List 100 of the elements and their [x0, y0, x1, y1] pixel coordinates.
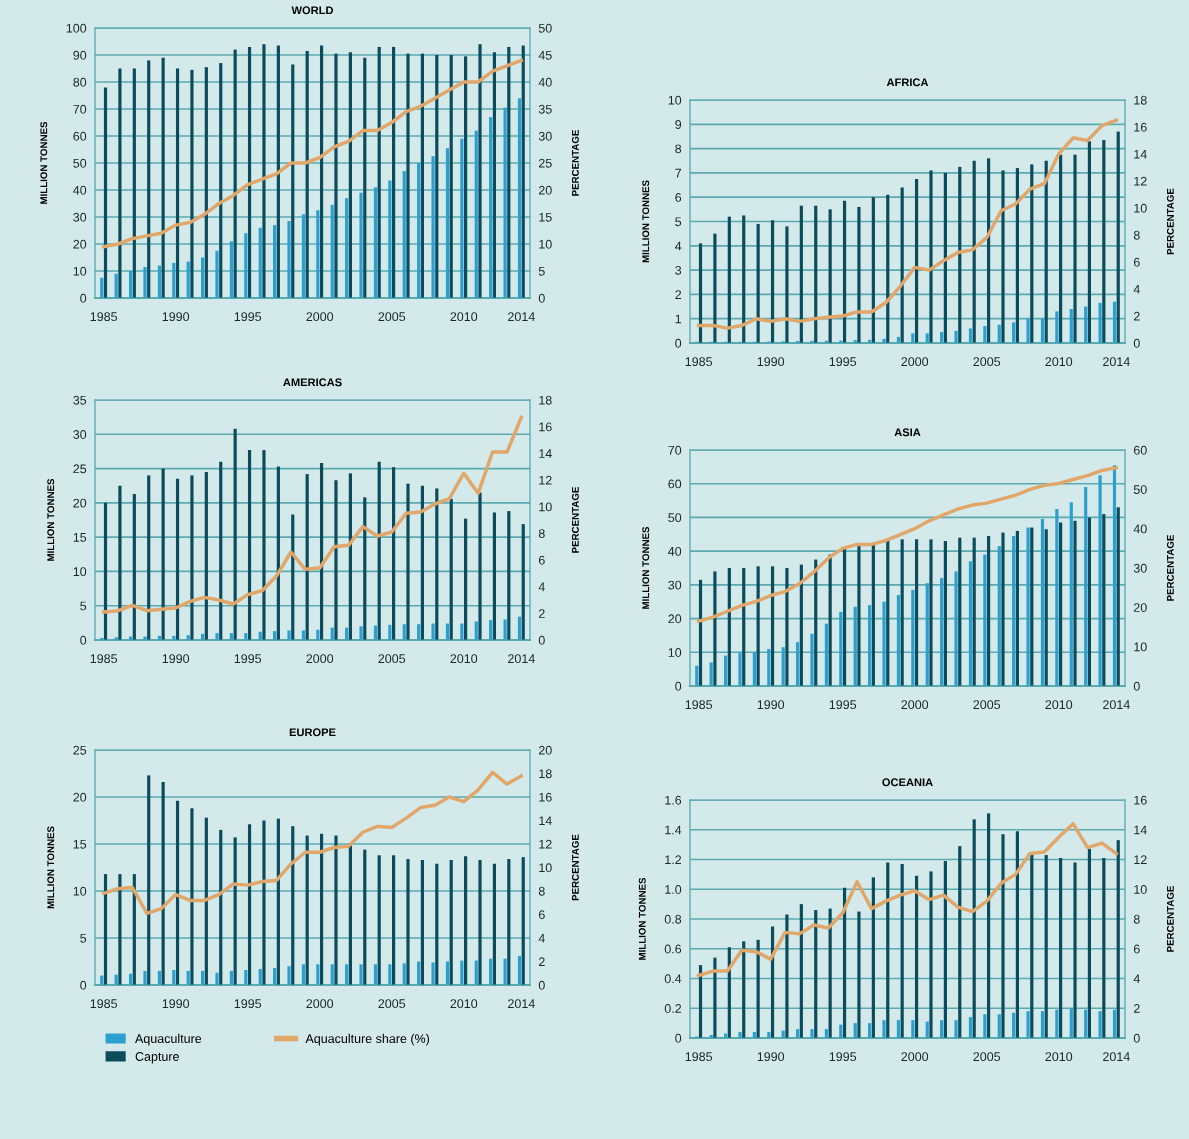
- y2-tick-label: 35: [538, 104, 552, 114]
- y2-axis-title: PERCENTAGE: [1166, 188, 1174, 255]
- y2-tick-label: 4: [538, 582, 545, 592]
- y2-tick-label: 30: [538, 131, 552, 141]
- y2-tick-label: 40: [1133, 524, 1147, 534]
- y2-tick-label: 8: [538, 529, 545, 538]
- y-tick-label: 40: [73, 185, 87, 195]
- y2-tick-label: 10: [1134, 885, 1147, 894]
- y-tick-label: 20: [73, 498, 87, 508]
- x-tick-label: 2014: [1103, 1052, 1130, 1062]
- x-tick-label: 1990: [757, 1052, 785, 1062]
- x-tick-label: 2010: [450, 654, 478, 664]
- y-tick-label: 1.4: [665, 825, 682, 835]
- y-tick-label: 50: [668, 513, 682, 523]
- y2-tick-label: 16: [539, 422, 552, 432]
- x-tick-label: 2005: [973, 357, 1001, 367]
- y2-tick-label: 30: [1133, 563, 1147, 573]
- y2-tick-label: 0: [538, 293, 545, 303]
- legend-label: Aquaculture share (%): [305, 1033, 430, 1046]
- y-tick-label: 25: [73, 464, 87, 474]
- y2-tick-label: 18: [539, 769, 552, 779]
- legend-label: Capture: [135, 1052, 179, 1064]
- y-tick-label: 5: [80, 601, 87, 611]
- y-tick-label: 1.2: [665, 855, 682, 865]
- y-tick-label: 9: [675, 120, 682, 129]
- y2-tick-label: 2: [538, 957, 545, 967]
- y2-tick-label: 16: [539, 792, 552, 802]
- y-tick-label: 0.8: [664, 914, 682, 924]
- chart-title: OCEANIA: [882, 778, 933, 787]
- y-tick-label: 7: [675, 168, 682, 178]
- y-tick-label: 35: [73, 395, 87, 405]
- x-tick-label: 1985: [90, 654, 118, 664]
- y-tick-label: 6: [675, 193, 682, 202]
- y2-tick-label: 40: [538, 77, 552, 87]
- x-tick-label: 1995: [829, 357, 857, 367]
- y2-tick-label: 10: [539, 502, 552, 512]
- y-tick-label: 0: [675, 681, 682, 691]
- x-tick-label: 1990: [757, 700, 785, 710]
- y-tick-label: 10: [73, 567, 87, 577]
- y2-tick-label: 16: [1134, 122, 1147, 132]
- x-tick-label: 2005: [378, 312, 406, 322]
- y-tick-label: 10: [668, 648, 682, 657]
- x-tick-label: 2005: [378, 654, 406, 664]
- y2-tick-label: 8: [1133, 914, 1140, 924]
- x-tick-label: 1990: [162, 999, 190, 1009]
- y-axis-title: MILLION TONNES: [40, 121, 48, 204]
- chart-title: AFRICA: [886, 78, 929, 87]
- y-axis-title: MILLION TONNES: [638, 877, 646, 960]
- x-tick-label: 2014: [508, 999, 535, 1009]
- y-axis-title: MILLION TONNES: [47, 478, 55, 561]
- y2-tick-label: 12: [539, 839, 552, 849]
- y-axis-title: MILLION TONNES: [642, 526, 650, 609]
- x-tick-label: 1995: [234, 654, 262, 664]
- x-tick-label: 2010: [1045, 1052, 1073, 1062]
- y-tick-label: 30: [73, 430, 87, 439]
- chart-title: WORLD: [291, 6, 334, 15]
- y2-tick-label: 10: [539, 239, 552, 249]
- y-tick-label: 15: [73, 533, 87, 542]
- x-tick-label: 2010: [1045, 357, 1073, 367]
- y2-tick-label: 14: [1134, 149, 1147, 159]
- y2-tick-label: 2: [538, 609, 545, 618]
- y-tick-label: 40: [668, 546, 682, 556]
- y2-tick-label: 50: [1133, 485, 1147, 494]
- y-tick-label: 10: [668, 95, 682, 105]
- y2-tick-label: 14: [1134, 825, 1147, 835]
- y-tick-label: 5: [675, 217, 682, 227]
- y2-tick-label: 0: [538, 635, 545, 645]
- y2-tick-label: 12: [1134, 176, 1147, 186]
- x-tick-label: 2005: [378, 999, 406, 1009]
- y2-tick-label: 6: [1133, 257, 1140, 267]
- y-tick-label: 60: [73, 131, 87, 141]
- y2-tick-label: 5: [538, 266, 545, 276]
- y-tick-label: 100: [66, 23, 87, 33]
- legend-label: Aquaculture: [135, 1033, 202, 1046]
- y2-tick-label: 8: [538, 886, 545, 896]
- chart-title: ASIA: [894, 428, 921, 437]
- y2-tick-label: 18: [539, 395, 552, 405]
- y-tick-label: 1.0: [665, 885, 682, 894]
- x-tick-label: 1995: [234, 312, 262, 322]
- y-tick-label: 20: [73, 792, 87, 802]
- x-tick-label: 1985: [685, 1052, 713, 1062]
- x-tick-label: 1990: [162, 654, 190, 664]
- y2-tick-label: 18: [1134, 95, 1147, 105]
- y-tick-label: 0.4: [664, 974, 682, 984]
- x-tick-label: 2000: [901, 700, 929, 710]
- x-tick-label: 1995: [829, 700, 857, 710]
- x-tick-label: 1995: [234, 999, 262, 1009]
- y2-tick-label: 6: [1133, 944, 1140, 954]
- x-tick-label: 2000: [306, 654, 334, 664]
- y-tick-label: 20: [73, 239, 87, 249]
- y2-tick-label: 0: [1133, 338, 1140, 348]
- x-tick-label: 2010: [450, 312, 478, 322]
- x-tick-label: 1985: [685, 700, 713, 710]
- y-tick-label: 1: [675, 314, 682, 324]
- x-tick-label: 1985: [685, 357, 713, 367]
- y2-axis-title: PERCENTAGE: [571, 486, 579, 553]
- chart-title: AMERICAS: [283, 378, 342, 387]
- x-tick-label: 2000: [306, 999, 334, 1009]
- y-tick-label: 60: [668, 479, 682, 489]
- x-tick-label: 2014: [508, 654, 535, 664]
